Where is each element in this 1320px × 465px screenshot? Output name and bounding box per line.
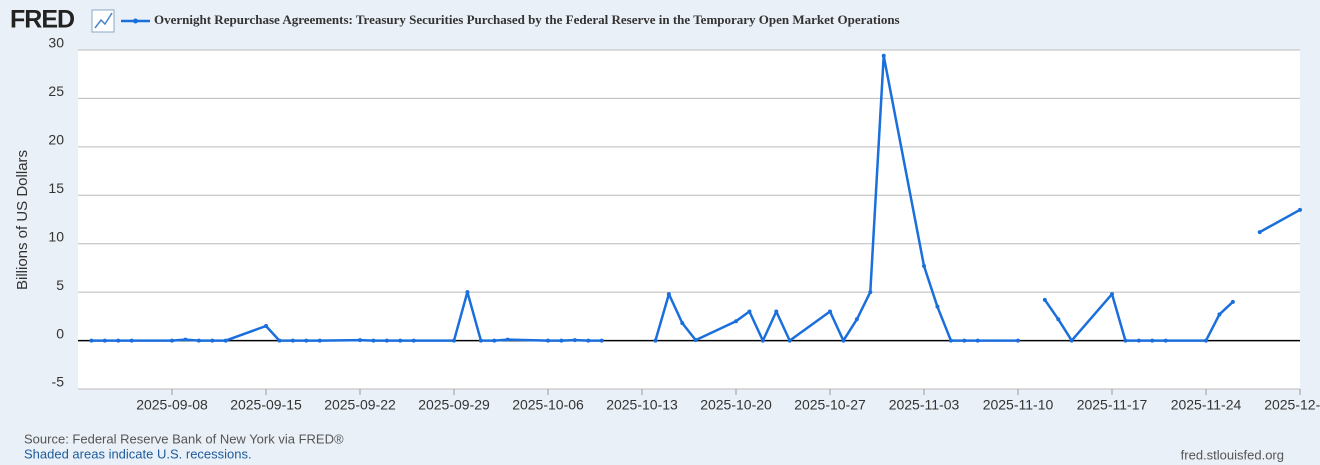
data-point — [935, 304, 940, 309]
data-point — [747, 309, 752, 314]
x-tick-label: 2025-09-15 — [230, 397, 302, 413]
data-point — [223, 338, 228, 343]
data-point — [1163, 338, 1168, 343]
y-tick-label: 30 — [48, 35, 64, 51]
data-point — [1298, 207, 1302, 212]
data-point — [452, 338, 456, 343]
data-point — [304, 338, 309, 343]
x-tick-label: 2025-10-27 — [794, 397, 866, 413]
data-point — [210, 338, 215, 343]
data-point — [371, 338, 376, 343]
data-point — [196, 338, 201, 343]
data-point — [102, 338, 107, 343]
data-point — [1016, 338, 1020, 343]
data-point — [170, 338, 174, 343]
legend-label: Overnight Repurchase Agreements: Treasur… — [154, 12, 900, 27]
plot-area — [78, 50, 1300, 389]
data-point — [411, 338, 416, 343]
y-tick-label: 10 — [48, 228, 64, 244]
data-point — [881, 53, 886, 58]
source: Source: Federal Reserve Bank of New York… — [24, 431, 344, 446]
data-point — [666, 292, 671, 297]
y-tick-label: -5 — [52, 374, 65, 390]
legend-marker — [133, 18, 138, 24]
data-point — [962, 338, 967, 343]
logo-icon — [91, 9, 115, 33]
data-point — [384, 338, 389, 343]
data-point — [868, 290, 873, 295]
data-point — [277, 338, 282, 343]
y-tick-label: 15 — [48, 180, 64, 196]
data-point — [1110, 292, 1114, 297]
y-axis-label: Billions of US Dollars — [14, 150, 31, 290]
data-point — [948, 338, 953, 343]
data-point — [1257, 230, 1262, 235]
data-point — [1069, 338, 1074, 343]
recession-note[interactable]: Shaded areas indicate U.S. recessions. — [24, 446, 252, 461]
data-point — [546, 338, 550, 343]
data-point — [854, 317, 859, 322]
data-point — [841, 338, 846, 343]
data-point — [653, 338, 658, 343]
data-point — [922, 263, 926, 268]
data-point — [787, 338, 792, 343]
x-tick-label: 2025-10-06 — [512, 397, 584, 413]
data-point — [1230, 299, 1235, 304]
x-tick-label: 2025-09-22 — [324, 397, 396, 413]
data-point — [505, 337, 510, 342]
data-point — [599, 338, 604, 343]
data-point — [492, 338, 497, 343]
data-point — [1123, 338, 1128, 343]
data-point — [478, 338, 483, 343]
data-point — [572, 338, 577, 343]
data-point — [398, 338, 403, 343]
data-point — [89, 338, 94, 343]
data-point — [358, 338, 362, 343]
x-tick-label: 2025-09-29 — [418, 397, 490, 413]
data-point — [183, 337, 188, 342]
data-point — [760, 338, 765, 343]
x-tick-label: 2025-10-20 — [700, 397, 772, 413]
data-point — [1056, 317, 1061, 322]
data-point — [586, 338, 591, 343]
y-tick-label: 20 — [48, 132, 64, 148]
x-tick-label: 2025-12-01 — [1264, 397, 1320, 413]
data-point — [975, 338, 980, 343]
data-point — [1042, 297, 1047, 302]
data-point — [317, 338, 322, 343]
data-point — [129, 338, 134, 343]
data-point — [774, 309, 779, 314]
x-tick-label: 2025-09-08 — [136, 397, 208, 413]
data-point — [1204, 338, 1208, 343]
data-point — [290, 338, 295, 343]
data-point — [465, 290, 470, 295]
data-point — [680, 321, 685, 326]
x-tick-label: 2025-11-17 — [1077, 397, 1148, 413]
logo[interactable]: FRED — [10, 6, 75, 34]
y-tick-label: 0 — [56, 325, 64, 341]
x-tick-label: 2025-11-03 — [889, 397, 960, 413]
data-point — [1136, 338, 1141, 343]
y-tick-label: 25 — [48, 83, 64, 99]
data-point — [264, 324, 268, 329]
legend: Overnight Repurchase Agreements: Treasur… — [121, 12, 900, 27]
url[interactable]: fred.stlouisfed.org — [1181, 447, 1284, 462]
data-point — [1150, 338, 1155, 343]
data-point — [1217, 312, 1222, 317]
x-tick-label: 2025-11-10 — [983, 397, 1054, 413]
data-point — [116, 338, 121, 343]
data-point — [693, 338, 698, 343]
data-point — [734, 319, 738, 324]
data-point — [828, 309, 832, 314]
x-tick-label: 2025-11-24 — [1171, 397, 1242, 413]
y-tick-label: 5 — [56, 277, 64, 293]
x-tick-label: 2025-10-13 — [606, 397, 678, 413]
data-point — [559, 338, 564, 343]
